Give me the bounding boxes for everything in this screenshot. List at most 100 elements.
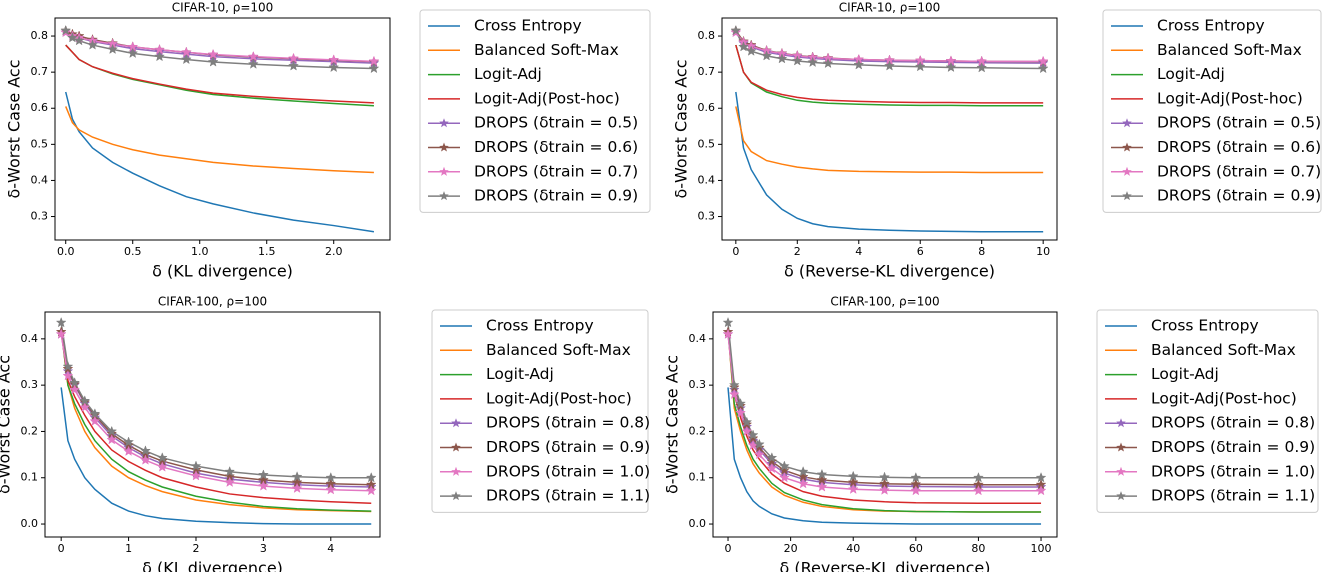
- x-tick-label: 0.0: [57, 245, 75, 258]
- star-marker: [55, 328, 67, 339]
- star-marker: [822, 57, 834, 69]
- subplot-title: CIFAR-100, ρ=100: [830, 295, 939, 309]
- star-marker: [325, 484, 337, 495]
- star-marker: [224, 476, 236, 487]
- y-tick-label: 0.2: [21, 424, 39, 437]
- star-marker: [766, 462, 778, 474]
- series-line: [60, 387, 372, 525]
- legend-label: DROPS (δtrain = 0.9): [1157, 187, 1321, 205]
- legend-label: DROPS (δtrain = 1.1): [486, 487, 650, 505]
- series-line: [727, 329, 1042, 513]
- subplot: CIFAR-100, ρ=100 δ (Reverse-KL divergence…: [663, 295, 1319, 572]
- star-marker: [89, 415, 101, 426]
- series-line: [60, 329, 372, 513]
- y-tick-label: 0.4: [31, 173, 49, 186]
- legend-label: Cross Entropy: [474, 17, 582, 35]
- legend-star: [439, 142, 449, 152]
- subplot-title: CIFAR-10, ρ=100: [172, 1, 274, 15]
- legend-star: [1116, 491, 1126, 501]
- x-tick-label: 1.0: [191, 245, 209, 258]
- legend-label: DROPS (δtrain = 0.8): [1151, 414, 1315, 432]
- legend-label: DROPS (δtrain = 0.6): [474, 138, 638, 156]
- star-marker: [973, 472, 984, 483]
- legend-label: DROPS (δtrain = 0.7): [1157, 162, 1321, 180]
- y-tick-label: 0.0: [21, 517, 39, 530]
- y-tick-label: 0.1: [689, 471, 707, 484]
- x-axis-label: δ (Reverse-KL divergence): [780, 559, 991, 572]
- y-tick-label: 0.2: [689, 424, 707, 437]
- star-marker: [738, 41, 749, 52]
- x-tick-label: 0: [732, 245, 739, 258]
- legend-star: [451, 491, 461, 501]
- star-marker: [778, 472, 790, 483]
- star-marker: [62, 370, 74, 381]
- y-tick-label: 0.3: [689, 378, 707, 391]
- legend-label: DROPS (δtrain = 0.6): [1157, 138, 1321, 156]
- y-axis-label: δ-Worst Case Acc: [0, 355, 14, 494]
- star-marker: [62, 360, 74, 372]
- legend-label: DROPS (δtrain = 0.5): [1157, 114, 1321, 132]
- star-marker: [66, 32, 78, 43]
- star-marker: [728, 388, 740, 400]
- legend-label: Balanced Soft-Max: [1157, 41, 1302, 59]
- star-marker: [778, 460, 790, 471]
- star-marker: [816, 481, 828, 492]
- star-marker: [973, 484, 984, 496]
- series-line: [735, 44, 1044, 107]
- series-line: [60, 334, 372, 492]
- legend-label: Logit-Adj(Post-hoc): [486, 389, 632, 407]
- x-tick-label: 2: [192, 542, 199, 555]
- star-marker: [753, 438, 765, 450]
- x-axis-label: δ (KL divergence): [152, 262, 293, 281]
- legend-box: [1102, 9, 1322, 213]
- star-marker: [257, 469, 269, 480]
- series-line: [60, 334, 372, 488]
- star-marker: [154, 50, 165, 62]
- x-tick-label: 8: [978, 245, 985, 258]
- star-marker: [853, 59, 865, 70]
- x-tick-label: 4: [327, 542, 334, 555]
- star-marker: [224, 466, 236, 477]
- legend-star: [1122, 191, 1132, 201]
- legend-star: [1116, 466, 1126, 476]
- series-line: [64, 91, 375, 233]
- y-axis-label: δ-Worst Case Acc: [672, 59, 691, 198]
- star-marker: [127, 47, 139, 58]
- legend-label: Balanced Soft-Max: [486, 341, 631, 359]
- star-marker: [257, 480, 269, 491]
- star-marker: [735, 407, 746, 418]
- legend-label: Cross Entropy: [1151, 317, 1259, 335]
- y-tick-label: 0.4: [698, 173, 716, 186]
- star-marker: [722, 316, 734, 328]
- star-marker: [1035, 472, 1047, 483]
- legend-star: [1122, 142, 1132, 152]
- subplot: CIFAR-100, ρ=100 δ (KL divergence) δ-Worst…: [0, 295, 650, 572]
- star-marker: [976, 62, 988, 73]
- x-tick-label: 3: [260, 542, 267, 555]
- x-tick-label: 2: [794, 245, 801, 258]
- star-marker: [791, 55, 803, 66]
- x-axis-label: δ (Reverse-KL divergence): [784, 262, 995, 281]
- star-marker: [180, 53, 192, 65]
- star-marker: [55, 316, 67, 328]
- legend-box: [1096, 309, 1319, 513]
- y-tick-label: 0.7: [698, 65, 716, 78]
- x-tick-label: 80: [971, 542, 985, 555]
- star-marker: [140, 454, 151, 465]
- star-marker: [140, 445, 151, 456]
- legend-label: DROPS (δtrain = 0.9): [474, 187, 638, 205]
- star-marker: [73, 35, 85, 46]
- star-marker: [910, 484, 922, 496]
- legend-label: Balanced Soft-Max: [1151, 341, 1296, 359]
- series-line: [65, 106, 374, 174]
- x-tick-label: 60: [909, 542, 923, 555]
- x-axis-label: δ (KL divergence): [142, 559, 283, 572]
- star-marker: [753, 448, 765, 460]
- y-axis-label: δ-Worst Case Acc: [5, 59, 24, 198]
- star-marker: [69, 377, 81, 388]
- subplot: CIFAR-10, ρ=100 δ (KL divergence) δ-Worst …: [5, 1, 651, 281]
- legend-star: [451, 466, 461, 476]
- star-marker: [1035, 484, 1047, 496]
- star-marker: [766, 452, 778, 463]
